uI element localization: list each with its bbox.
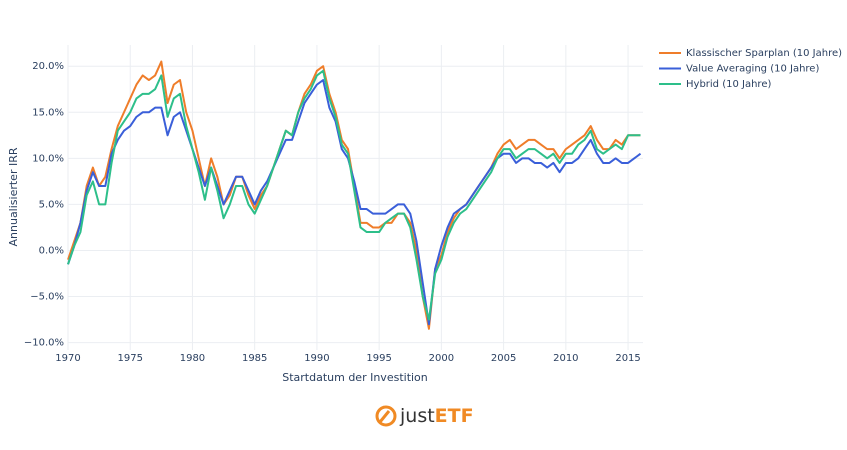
legend-label: Klassischer Sparplan (10 Jahre) xyxy=(686,48,842,59)
x-tick-label: 1990 xyxy=(304,353,329,364)
y-tick-label: 10.0% xyxy=(32,153,64,164)
x-tick-label: 1995 xyxy=(366,353,391,364)
logo: justETF xyxy=(375,405,474,427)
logo-text-b: ETF xyxy=(435,405,474,427)
x-tick-label: 1970 xyxy=(55,353,80,364)
legend-label: Value Averaging (10 Jahre) xyxy=(686,64,819,75)
y-tick-label: 15.0% xyxy=(32,107,64,118)
x-tick-label: 2000 xyxy=(429,353,454,364)
x-tick-label: 1975 xyxy=(118,353,143,364)
x-axis-title: Startdatum der Investition xyxy=(282,371,428,384)
y-tick-label: 20.0% xyxy=(32,61,64,72)
y-tick-label: 5.0% xyxy=(39,199,64,210)
x-tick-label: 1985 xyxy=(242,353,267,364)
x-tick-label: 2015 xyxy=(615,353,640,364)
y-tick-label: 0.0% xyxy=(39,245,64,256)
x-tick-label: 2005 xyxy=(491,353,516,364)
series-line xyxy=(67,69,641,321)
y-axis-title: Annualisierter IRR xyxy=(7,147,20,246)
logo-text-a: just xyxy=(399,405,435,427)
y-tick-label: −5.0% xyxy=(30,292,64,303)
logo-icon xyxy=(375,405,397,427)
logo-text: justETF xyxy=(399,405,474,427)
logo-icon-arrow xyxy=(378,410,391,423)
x-tick-label: 2010 xyxy=(553,353,578,364)
y-tick-label: −10.0% xyxy=(24,338,64,349)
series-line xyxy=(67,79,642,326)
legend-label: Hybrid (10 Jahre) xyxy=(686,79,771,90)
x-tick-label: 1980 xyxy=(180,353,205,364)
